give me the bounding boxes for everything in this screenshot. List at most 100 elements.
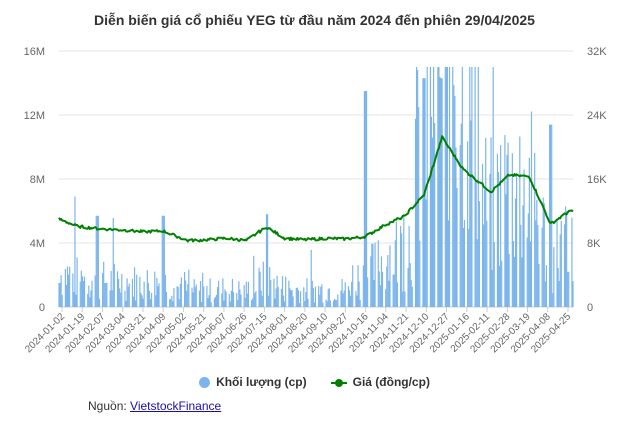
volume-bar	[76, 257, 78, 307]
volume-bar	[260, 290, 262, 307]
chart-title: Diễn biến giá cổ phiếu YEG từ đầu năm 20…	[94, 12, 535, 28]
volume-bar	[335, 299, 337, 307]
volume-bar	[251, 300, 253, 307]
volume-bar	[274, 298, 276, 307]
volume-bar	[489, 173, 491, 307]
volume-bar	[158, 283, 160, 307]
volume-bar	[64, 268, 66, 307]
volume-bar	[469, 67, 471, 307]
volume-bar	[228, 293, 230, 307]
volume-bar	[291, 289, 293, 307]
volume-bar	[139, 276, 141, 307]
volume-bar	[245, 281, 247, 307]
volume-bar	[236, 292, 238, 307]
volume-bar	[306, 278, 308, 307]
volume-bar	[342, 293, 344, 307]
volume-bar	[203, 286, 205, 307]
volume-bar	[186, 290, 188, 307]
volume-bar	[326, 301, 328, 307]
volume-bar	[262, 261, 264, 307]
volume-bar	[292, 296, 294, 307]
volume-bar	[474, 67, 476, 307]
volume-bar	[142, 298, 144, 307]
volume-bar	[193, 279, 195, 307]
volume-bar	[270, 279, 272, 307]
volume-bar	[169, 299, 171, 307]
volume-bar	[514, 198, 517, 307]
volume-bar	[215, 294, 218, 307]
volume-bar	[329, 300, 331, 307]
volume-bar	[541, 227, 543, 307]
volume-bar	[312, 287, 314, 307]
volume-bar	[72, 273, 74, 307]
volume-bar	[230, 290, 232, 307]
volume-bar	[141, 295, 143, 307]
volume-bar	[237, 299, 239, 307]
volume-bar	[113, 263, 115, 307]
volume-bar	[282, 295, 285, 307]
volume-bar	[379, 285, 381, 307]
volume-bar	[60, 275, 62, 307]
legend-item-volume[interactable]: Khối lượng (cp)	[199, 375, 307, 389]
volume-bar	[377, 240, 379, 307]
volume-bar	[462, 227, 464, 307]
volume-bar	[411, 286, 413, 307]
volume-bar	[446, 67, 449, 307]
legend-label-volume: Khối lượng (cp)	[216, 375, 307, 389]
volume-bar	[438, 67, 440, 307]
left-tick-label: 4M	[30, 238, 45, 250]
volume-bar	[238, 281, 240, 307]
volume-bar	[259, 271, 261, 307]
volume-bar	[73, 291, 75, 307]
volume-bar	[246, 293, 248, 307]
volume-bar	[126, 278, 128, 307]
volume-bar	[201, 301, 203, 307]
grid-lines	[59, 50, 573, 308]
volume-bar	[373, 280, 375, 307]
right-axis-ticks: 0 8K 16K 24K 32K	[587, 46, 607, 314]
source-link[interactable]: VietstockFinance	[130, 399, 222, 413]
volume-bar	[348, 290, 351, 307]
volume-bar	[173, 288, 175, 307]
volume-bar	[544, 281, 546, 307]
volume-bar	[276, 275, 278, 307]
volume-bar	[258, 267, 260, 307]
price-line	[58, 135, 574, 243]
volume-bar	[177, 286, 179, 307]
volume-bar	[180, 277, 182, 307]
volume-bar	[117, 279, 120, 307]
volume-bar	[206, 285, 208, 307]
volume-bar	[170, 299, 172, 307]
volume-bar	[362, 265, 364, 307]
volume-bar	[467, 141, 469, 307]
volume-bar	[240, 294, 242, 307]
volume-bar	[183, 272, 186, 307]
volume-bar	[522, 205, 524, 307]
volume-bar	[111, 290, 113, 307]
volume-bars	[58, 67, 574, 308]
volume-bar	[352, 265, 354, 307]
volume-bar	[265, 214, 268, 307]
volume-bar	[225, 291, 227, 307]
volume-bar	[327, 289, 329, 307]
volume-bar	[82, 280, 85, 307]
volume-bar	[104, 283, 106, 307]
volume-bar	[556, 218, 558, 307]
volume-bar	[511, 153, 513, 307]
volume-bar	[266, 214, 269, 307]
volume-bar	[97, 215, 99, 307]
volume-bar	[407, 267, 409, 307]
volume-bar	[172, 301, 174, 307]
volume-bar	[572, 281, 574, 307]
volume-bar	[356, 295, 358, 307]
volume-bar	[440, 78, 442, 307]
left-tick-label: 0	[39, 302, 45, 314]
legend-item-price[interactable]: Giá (đồng/cp)	[330, 375, 430, 389]
volume-bar	[444, 67, 446, 307]
volume-bar	[477, 67, 479, 307]
volume-bar	[393, 274, 395, 307]
volume-bar	[207, 298, 209, 307]
volume-bar	[80, 270, 82, 307]
volume-bar	[95, 215, 97, 307]
volume-bar	[161, 215, 163, 307]
